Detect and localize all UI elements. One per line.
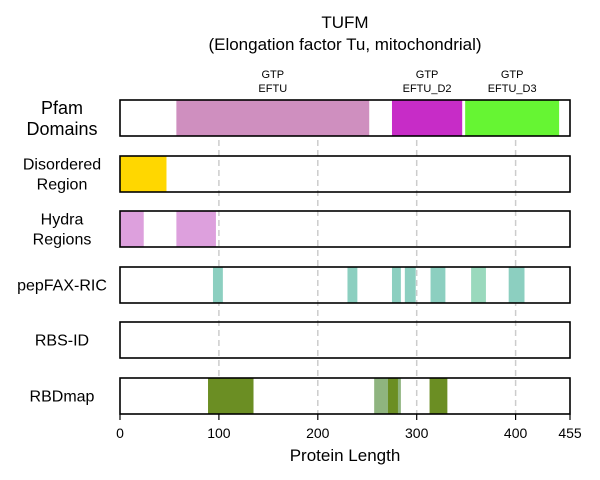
segment-label: GTP bbox=[261, 69, 284, 81]
segment-bar bbox=[120, 156, 167, 192]
track-frame bbox=[119, 377, 571, 415]
track-frame bbox=[119, 321, 571, 359]
track-label: Domains bbox=[26, 119, 97, 139]
segment-bar bbox=[347, 267, 358, 303]
x-tick-label: 200 bbox=[306, 425, 330, 441]
segment-label: GTP bbox=[416, 69, 439, 81]
segment-label: EFTU_D2 bbox=[403, 83, 452, 95]
segment-bar bbox=[208, 378, 254, 414]
track-label: RBS-ID bbox=[35, 333, 89, 350]
x-tick-label: 100 bbox=[207, 425, 231, 441]
track: Hydra Regions bbox=[33, 210, 571, 249]
segment-bar bbox=[212, 267, 223, 303]
track-label: Region bbox=[37, 177, 88, 194]
track: Disordered Region bbox=[23, 155, 571, 194]
segment-bar bbox=[176, 100, 370, 136]
track-label: pepFAX-RIC bbox=[17, 278, 107, 295]
segment-bar bbox=[391, 100, 463, 136]
segment-bar bbox=[120, 211, 144, 247]
x-tick-label: 0 bbox=[116, 425, 124, 441]
segment-bar bbox=[430, 267, 446, 303]
chart-title: TUFM bbox=[321, 13, 368, 32]
segment-bar bbox=[465, 100, 560, 136]
chart-subtitle: (Elongation factor Tu, mitochondrial) bbox=[208, 35, 481, 54]
x-tick-label: 455 bbox=[558, 425, 582, 441]
track-label: RBDmap bbox=[30, 389, 95, 406]
x-tick-label: 300 bbox=[405, 425, 429, 441]
segment-label: EFTU bbox=[258, 83, 287, 95]
track-frame bbox=[119, 155, 571, 193]
segment-bar bbox=[391, 267, 401, 303]
track: RBDmap bbox=[30, 377, 571, 415]
track-frame bbox=[119, 210, 571, 248]
segment-label: GTP bbox=[501, 69, 524, 81]
x-axis: 0 100 200 300 400 455 bbox=[116, 414, 582, 441]
track-frame bbox=[119, 99, 571, 137]
track-label: Hydra bbox=[41, 212, 84, 229]
segment-bar bbox=[176, 211, 216, 247]
segment-bar bbox=[508, 267, 525, 303]
track-label: Disordered bbox=[23, 157, 101, 174]
segment-bar bbox=[429, 378, 448, 414]
track: RBS-ID bbox=[35, 321, 571, 359]
segment-label: EFTU_D3 bbox=[488, 83, 537, 95]
track-frame bbox=[119, 266, 571, 304]
segment-bar bbox=[404, 267, 416, 303]
segment-bar bbox=[471, 267, 486, 303]
segment-bar bbox=[388, 378, 398, 414]
track-label: Regions bbox=[33, 232, 92, 249]
track: pepFAX-RIC bbox=[17, 266, 571, 304]
gridlines bbox=[218, 100, 517, 414]
track-label: Pfam bbox=[41, 98, 83, 118]
x-axis-label: Protein Length bbox=[290, 446, 401, 465]
x-tick-label: 400 bbox=[504, 425, 528, 441]
